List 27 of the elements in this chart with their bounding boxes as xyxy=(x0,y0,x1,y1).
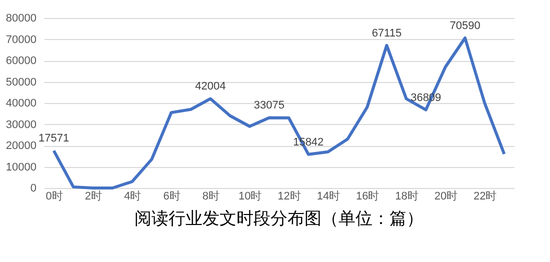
data-label: 17571 xyxy=(38,132,70,145)
y-tick-label: 80000 xyxy=(6,12,36,24)
y-tick-label: 30000 xyxy=(6,118,36,131)
y-tick-label: 60000 xyxy=(6,55,36,67)
x-tick-label: 22时 xyxy=(474,190,497,202)
x-tick-label: 18时 xyxy=(395,190,418,202)
y-tick-label: 40000 xyxy=(6,98,36,110)
data-label: 33075 xyxy=(254,100,285,112)
x-tick-label: 20时 xyxy=(434,190,458,202)
y-tick-label: 10000 xyxy=(6,161,36,174)
x-tick-label: 0时 xyxy=(46,190,63,202)
x-tick-label: 12时 xyxy=(278,190,301,202)
y-tick-label: 70000 xyxy=(6,34,36,46)
x-tick-label: 16时 xyxy=(356,190,380,202)
x-tick-label: 10时 xyxy=(238,190,262,202)
y-tick-label: 0 xyxy=(30,182,36,194)
x-tick-label: 14时 xyxy=(316,190,340,202)
data-label: 70590 xyxy=(450,20,480,32)
y-tick-label: 50000 xyxy=(6,76,36,88)
data-label: 42004 xyxy=(195,80,226,93)
x-tick-label: 2时 xyxy=(84,190,102,202)
x-tick-label: 6时 xyxy=(163,190,180,202)
data-label: 67115 xyxy=(372,27,402,40)
x-tick-label: 8时 xyxy=(202,190,220,202)
text: 阅读行业发文时段分布图（单位：篇） xyxy=(134,209,424,228)
y-tick-label: 20000 xyxy=(6,140,36,152)
x-tick-label: 4时 xyxy=(124,190,142,202)
